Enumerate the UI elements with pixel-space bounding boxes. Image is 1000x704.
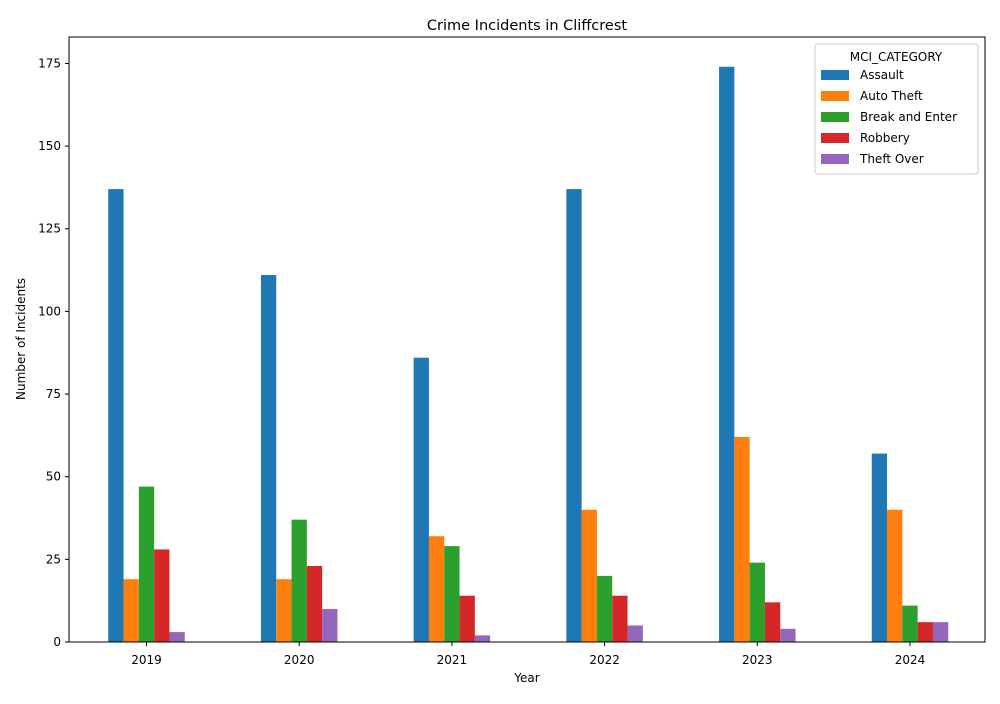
bar-break-and-enter-2019: [138, 486, 155, 642]
bar-theft-over-2020: [322, 608, 338, 642]
bar-break-and-enter-2020: [291, 519, 307, 642]
y-tick-label: 125: [38, 222, 61, 236]
y-tick-label: 75: [46, 387, 61, 401]
x-tick-label: 2023: [742, 653, 773, 667]
bar-robbery-2023: [764, 602, 781, 642]
legend-title: MCI_CATEGORY: [850, 50, 943, 64]
y-tick-label: 150: [38, 139, 61, 153]
bars-group: [108, 66, 949, 642]
legend-swatch: [821, 112, 849, 122]
legend-label: Auto Theft: [860, 89, 923, 103]
legend-swatch: [821, 91, 849, 101]
bar-auto-theft-2020: [276, 579, 292, 642]
bar-break-and-enter-2023: [749, 562, 765, 642]
y-tick-label: 175: [38, 56, 61, 70]
bar-assault-2020: [260, 275, 277, 642]
bar-assault-2024: [871, 453, 888, 642]
legend-label: Theft Over: [859, 152, 924, 166]
legend-label: Robbery: [860, 131, 910, 145]
legend: MCI_CATEGORY Assault Auto Theft Break and …: [814, 43, 979, 175]
bar-theft-over-2022: [627, 625, 643, 642]
bar-break-and-enter-2024: [902, 605, 918, 642]
bar-robbery-2024: [917, 622, 933, 642]
bar-assault-2023: [719, 66, 735, 642]
y-axis: 0 25 50 75 100 125 150 175: [38, 56, 69, 649]
legend-swatch: [821, 133, 849, 143]
legend-label: Assault: [860, 68, 904, 82]
bar-robbery-2019: [154, 549, 170, 642]
bar-auto-theft-2021: [428, 536, 445, 642]
bar-theft-over-2024: [932, 622, 949, 642]
x-tick-label: 2019: [131, 653, 162, 667]
bar-theft-over-2021: [474, 635, 491, 642]
y-tick-label: 100: [38, 304, 61, 318]
bar-auto-theft-2024: [887, 509, 903, 642]
legend-entries: Assault Auto Theft Break and Enter Robbery T…: [821, 68, 957, 166]
legend-box: [814, 43, 979, 175]
bar-robbery-2021: [459, 595, 475, 642]
bar-auto-theft-2023: [734, 437, 750, 642]
bar-assault-2021: [413, 357, 429, 642]
x-axis: 2019 2020 2021 2022 2023 2024: [131, 642, 925, 667]
x-tick-label: 2020: [284, 653, 315, 667]
bar-assault-2022: [566, 189, 582, 642]
bar-auto-theft-2019: [123, 579, 139, 642]
legend-label: Break and Enter: [860, 110, 957, 124]
y-tick-label: 25: [46, 552, 61, 566]
y-tick-label: 50: [46, 470, 61, 484]
chart-title: Crime Incidents in Cliffcrest: [427, 18, 627, 34]
bar-break-and-enter-2022: [596, 575, 613, 642]
legend-swatch: [821, 70, 849, 80]
plot-frame: [68, 36, 986, 643]
bar-theft-over-2023: [780, 628, 796, 642]
x-axis-label: Year: [513, 671, 539, 685]
x-tick-label: 2021: [437, 653, 468, 667]
y-axis-label: Number of Incidents: [14, 278, 28, 400]
x-tick-label: 2024: [895, 653, 926, 667]
x-tick-label: 2022: [589, 653, 620, 667]
bar-break-and-enter-2021: [444, 546, 460, 642]
legend-swatch: [821, 154, 849, 164]
bar-assault-2019: [108, 189, 124, 642]
bar-auto-theft-2022: [581, 509, 597, 642]
bar-robbery-2022: [612, 595, 628, 642]
y-tick-label: 0: [53, 635, 61, 649]
bar-theft-over-2019: [169, 632, 185, 642]
bar-robbery-2020: [306, 565, 323, 642]
